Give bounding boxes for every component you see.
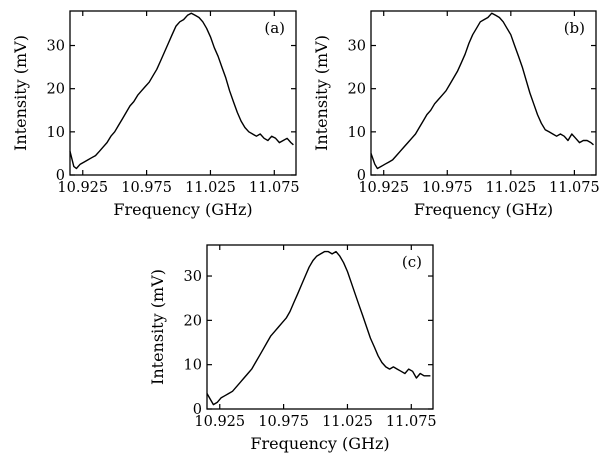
x-tick-label: 10.925 xyxy=(358,180,409,196)
x-tick-label: 11.025 xyxy=(185,180,236,196)
x-tick-label: 10.925 xyxy=(57,180,108,196)
x-tick-label: 10.975 xyxy=(422,180,473,196)
series-line xyxy=(69,12,294,170)
y-tick-label: 20 xyxy=(348,82,366,98)
y-axis-label: Intensity (mV) xyxy=(312,35,331,151)
x-tick-label: 11.075 xyxy=(386,414,437,430)
x-tick-label: 10.925 xyxy=(194,414,245,430)
axes-frame xyxy=(206,244,434,410)
x-axis-label: Frequency (GHz) xyxy=(250,434,389,453)
y-tick-label: 10 xyxy=(47,125,65,141)
panel-label: (b) xyxy=(564,19,585,37)
y-axis-label: Intensity (mV) xyxy=(148,269,167,385)
y-tick-label: 10 xyxy=(184,358,202,374)
x-axis-label: Frequency (GHz) xyxy=(113,200,252,219)
series-line xyxy=(206,250,431,406)
panel-label: (a) xyxy=(264,19,285,37)
x-tick-label: 11.025 xyxy=(322,414,373,430)
y-tick-label: 20 xyxy=(184,313,202,329)
y-axis-label: Intensity (mV) xyxy=(11,35,30,151)
x-tick-label: 11.075 xyxy=(249,180,300,196)
panel-label: (c) xyxy=(402,253,422,271)
x-tick-label: 11.075 xyxy=(549,180,600,196)
y-tick-label: 30 xyxy=(348,39,366,55)
y-tick-label: 10 xyxy=(348,125,366,141)
panel-0: 10.925 10.975 11.025 11.075 0 10 20 30 Frequency… xyxy=(11,10,300,219)
series-line xyxy=(370,12,594,170)
x-tick-label: 10.975 xyxy=(258,414,309,430)
y-tick-label: 0 xyxy=(193,402,202,418)
y-tick-label: 20 xyxy=(47,82,65,98)
x-axis-label: Frequency (GHz) xyxy=(414,200,553,219)
y-tick-label: 30 xyxy=(47,39,65,55)
panel-2: 10.925 10.975 11.025 11.075 0 10 20 30 Frequency… xyxy=(148,244,437,453)
y-tick-label: 0 xyxy=(357,168,366,184)
y-tick-label: 0 xyxy=(56,168,65,184)
x-tick-label: 11.025 xyxy=(485,180,536,196)
x-tick-label: 10.975 xyxy=(121,180,172,196)
axes-frame xyxy=(69,10,297,176)
panel-1: 10.925 10.975 11.025 11.075 0 10 20 30 Frequency… xyxy=(312,10,600,219)
y-tick-label: 30 xyxy=(184,269,202,285)
axes-frame xyxy=(370,10,597,176)
